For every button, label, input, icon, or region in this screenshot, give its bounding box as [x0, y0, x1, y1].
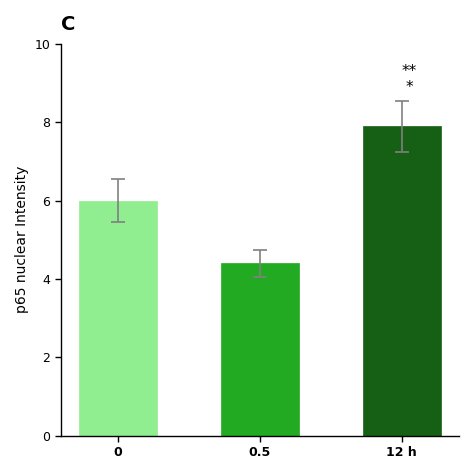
Text: **: **: [401, 64, 417, 79]
Y-axis label: p65 nuclear Intensity: p65 nuclear Intensity: [15, 166, 29, 313]
Text: C: C: [61, 15, 75, 34]
Bar: [79, 201, 157, 436]
Bar: [221, 263, 299, 436]
Bar: [363, 126, 441, 436]
Text: *: *: [405, 80, 413, 95]
